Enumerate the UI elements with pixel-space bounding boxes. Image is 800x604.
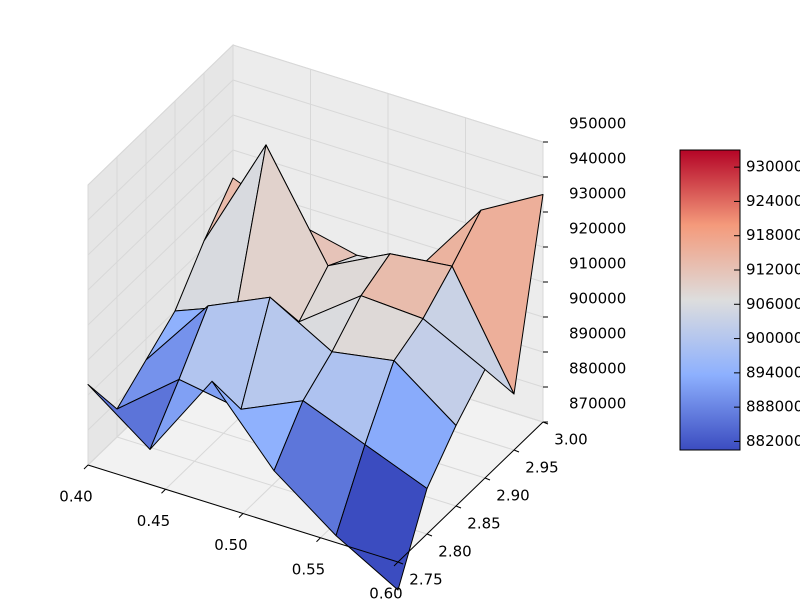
grid-line	[87, 149, 544, 291]
y-tick	[484, 477, 491, 481]
y-tick	[426, 533, 433, 537]
y-tick-label: 3.00	[554, 431, 587, 449]
x-tick-label: 0.55	[292, 560, 325, 578]
colorbar	[679, 149, 741, 451]
x-tick-label: 0.40	[59, 488, 92, 506]
surface	[87, 144, 544, 591]
z-tick-label: 920000	[569, 220, 626, 238]
y-tick-label: 2.80	[438, 543, 471, 561]
colorbar-tick-label: 918000	[746, 226, 800, 244]
y-tick	[455, 505, 462, 509]
z-tick-label: 890000	[569, 325, 626, 343]
colorbar-tick-label: 882000	[746, 432, 800, 450]
y-axis-line	[397, 421, 544, 563]
x-tick	[161, 488, 166, 494]
x-tick-label: 0.50	[214, 536, 247, 554]
x-axis-line	[87, 464, 399, 563]
x-tick-label: 0.45	[137, 512, 170, 530]
y-tick-label: 2.75	[409, 571, 442, 589]
colorbar-tick-label: 894000	[746, 363, 800, 381]
grid-line	[87, 79, 544, 221]
z-tick-label: 910000	[569, 255, 626, 273]
z-tick-label: 900000	[569, 290, 626, 308]
colorbar-tick-label: 906000	[746, 295, 800, 313]
z-tick-label: 870000	[569, 395, 626, 413]
z-tick-label: 930000	[569, 185, 626, 203]
x-tick	[238, 513, 244, 518]
x-tick	[83, 464, 89, 470]
grid-line	[87, 44, 544, 186]
colorbar-tick-label: 888000	[746, 398, 800, 416]
colorbar-tick-label: 930000	[746, 158, 800, 176]
y-tick	[513, 449, 520, 453]
colorbar-tick-label: 900000	[746, 329, 800, 347]
z-tick-label: 950000	[569, 115, 626, 133]
surface-face	[335, 444, 428, 591]
grid-line	[87, 114, 544, 256]
y-tick-label: 2.90	[496, 487, 529, 505]
colorbar-tick-label: 924000	[746, 192, 800, 210]
y-tick	[397, 561, 404, 565]
axes: 0.40 0.45 0.50 0.55 0.60 2.75 2.80 2.85 2.90 2.95…	[59, 115, 626, 603]
y-tick-label: 2.85	[467, 515, 500, 533]
z-tick-label: 940000	[569, 150, 626, 168]
x-tick-label: 0.60	[369, 585, 402, 601]
x-tick	[393, 561, 399, 567]
colorbar-tick-label: 912000	[746, 261, 800, 279]
y-tick-label: 2.95	[525, 459, 558, 477]
z-tick-label: 880000	[569, 360, 626, 378]
x-tick	[316, 537, 321, 543]
